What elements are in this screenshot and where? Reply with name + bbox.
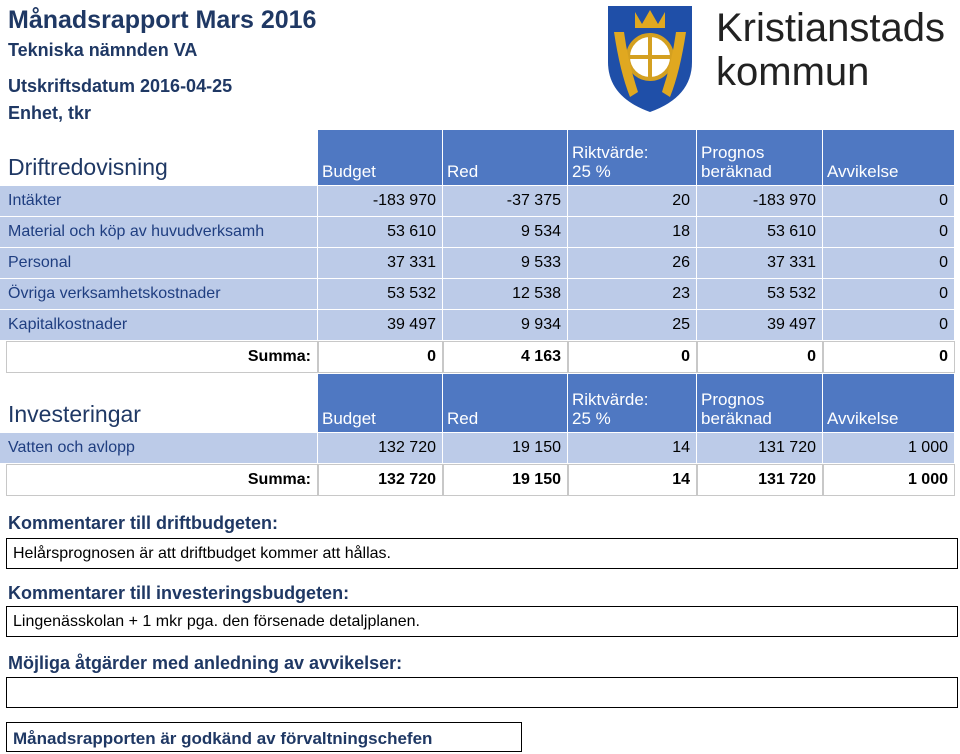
sum-value: 0 [697, 341, 823, 373]
column-header: Budget [318, 374, 443, 432]
drift-comment-box: Helårsprognosen är att driftbudget komme… [6, 538, 958, 569]
row-label: Personal [0, 248, 318, 279]
row-value: 23 [568, 279, 697, 310]
row-value: 53 610 [697, 217, 823, 248]
column-header: Avvikelse [823, 374, 955, 432]
sum-value: 14 [568, 464, 697, 496]
approval: Månadsrapporten är godkänd av förvaltnin… [13, 729, 433, 748]
row-value: 0 [823, 279, 955, 310]
row-value: 19 150 [443, 433, 568, 464]
row-value: 25 [568, 310, 697, 341]
row-value: 26 [568, 248, 697, 279]
unit: Enhet, tkr [8, 103, 92, 123]
row-value: 20 [568, 186, 697, 217]
logo-line1: Kristianstads [716, 6, 945, 50]
drift-comment-heading: Kommentarer till driftbudgeten: [8, 513, 279, 533]
row-label: Övriga verksamhetskostnader [0, 279, 318, 310]
column-header: Avvikelse [823, 130, 955, 185]
print-date: Utskriftsdatum 2016-04-25 [8, 76, 233, 96]
sum-value: 0 [318, 341, 443, 373]
sum-value: 132 720 [318, 464, 443, 496]
column-header: Budget [318, 130, 443, 185]
row-value: 39 497 [318, 310, 443, 341]
row-value: 9 533 [443, 248, 568, 279]
row-value: 53 610 [318, 217, 443, 248]
row-label: Intäkter [0, 186, 318, 217]
row-value: 9 534 [443, 217, 568, 248]
row-value: -183 970 [318, 186, 443, 217]
column-header: Prognos beräknad [697, 130, 823, 185]
sum-label: Summa: [6, 341, 318, 373]
sum-value: 0 [823, 341, 955, 373]
row-label: Kapitalkostnader [0, 310, 318, 341]
row-label: Material och köp av huvudverksamh [0, 217, 318, 248]
column-header: Red [443, 374, 568, 432]
invest-comment-heading: Kommentarer till investeringsbudgeten: [8, 583, 350, 603]
row-value: 0 [823, 186, 955, 217]
row-value: -37 375 [443, 186, 568, 217]
section-heading: Driftredovisning [8, 154, 168, 180]
sum-value: 131 720 [697, 464, 823, 496]
column-header: Riktvärde: 25 % [568, 130, 697, 185]
report-title: Månadsrapport Mars 2016 [8, 6, 317, 34]
row-value: 53 532 [697, 279, 823, 310]
actions-heading: Möjliga åtgärder med anledning av avvike… [8, 653, 403, 673]
invest-comment: Lingenässkolan + 1 mkr pga. den försenad… [13, 613, 420, 630]
row-value: 132 720 [318, 433, 443, 464]
row-value: 0 [823, 248, 955, 279]
row-value: 18 [568, 217, 697, 248]
column-header: Riktvärde: 25 % [568, 374, 697, 432]
column-header: Prognos beräknad [697, 374, 823, 432]
row-value: 39 497 [697, 310, 823, 341]
row-value: 37 331 [697, 248, 823, 279]
section-heading: Investeringar [8, 401, 141, 427]
approval-box: Månadsrapporten är godkänd av förvaltnin… [6, 722, 522, 752]
sum-value: 0 [568, 341, 697, 373]
row-value: -183 970 [697, 186, 823, 217]
column-header: Red [443, 130, 568, 185]
row-value: 14 [568, 433, 697, 464]
row-value: 37 331 [318, 248, 443, 279]
row-value: 9 934 [443, 310, 568, 341]
actions-box [6, 677, 958, 708]
logo-line2: kommun [716, 50, 870, 94]
row-value: 12 538 [443, 279, 568, 310]
drift-comment: Helårsprognosen är att driftbudget komme… [13, 545, 391, 562]
subtitle: Tekniska nämnden VA [8, 40, 198, 60]
sum-value: 19 150 [443, 464, 568, 496]
row-label: Vatten och avlopp [0, 433, 318, 464]
invest-comment-box: Lingenässkolan + 1 mkr pga. den försenad… [6, 606, 958, 637]
row-value: 0 [823, 310, 955, 341]
row-value: 0 [823, 217, 955, 248]
row-value: 131 720 [697, 433, 823, 464]
row-value: 53 532 [318, 279, 443, 310]
coat-of-arms [608, 6, 692, 112]
sum-value: 1 000 [823, 464, 955, 496]
row-value: 1 000 [823, 433, 955, 464]
sum-label: Summa: [6, 464, 318, 496]
sum-value: 4 163 [443, 341, 568, 373]
